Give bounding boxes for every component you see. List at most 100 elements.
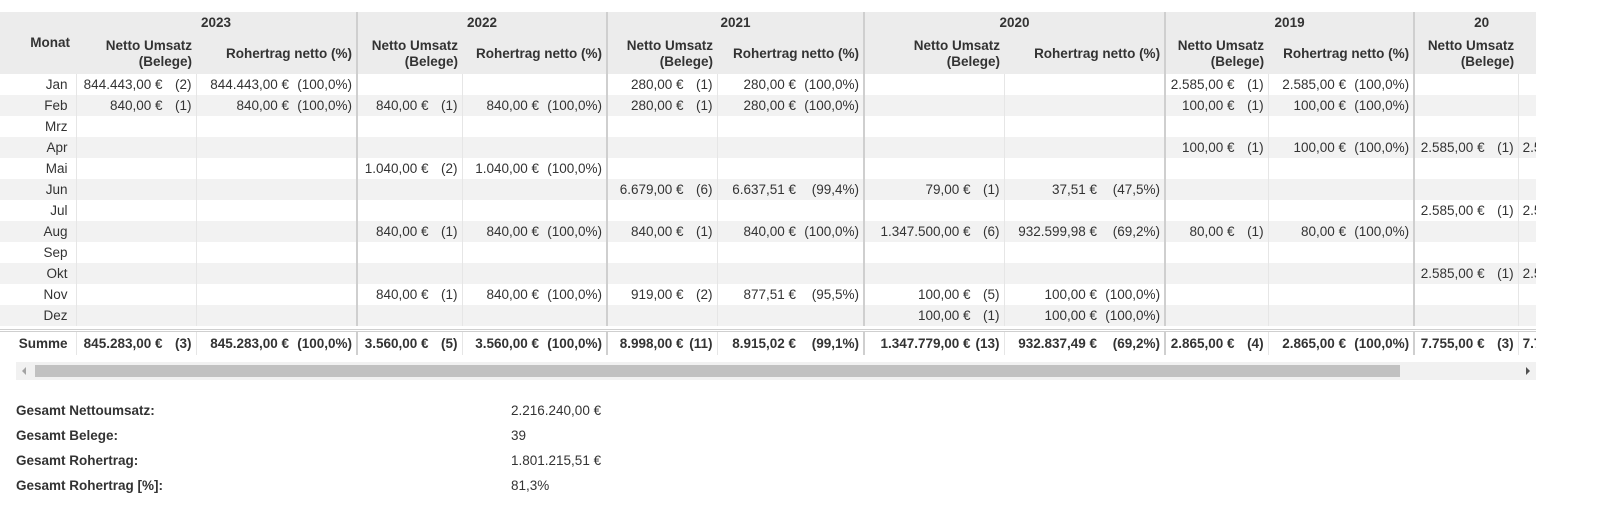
value-cell bbox=[356, 263, 463, 284]
count: (4) bbox=[1247, 336, 1264, 351]
summary-label: Gesamt Rohertrag [%]: bbox=[16, 478, 164, 493]
value-cell bbox=[356, 116, 463, 137]
month-label: Mai bbox=[45, 161, 68, 176]
summary-row: Gesamt Rohertrag [%]: 81,3% bbox=[16, 473, 601, 498]
count: (1) bbox=[1247, 77, 1264, 92]
spacer-cell bbox=[1518, 326, 1536, 331]
scrollbar-thumb[interactable] bbox=[35, 365, 1400, 377]
value-cell: 37,51 € (47,5%) bbox=[1003, 179, 1166, 200]
year-header: 2019 bbox=[1164, 12, 1415, 34]
amount: 280,00 € bbox=[630, 77, 684, 92]
count: (5) bbox=[441, 336, 458, 351]
value-cell: 2.865,00 € (4) bbox=[1164, 329, 1269, 355]
percent: (100,0%) bbox=[1354, 77, 1410, 92]
value-cell: 2.585,00 € (1) bbox=[1413, 200, 1519, 221]
value-cell: 2.585,00 € (1) bbox=[1413, 263, 1519, 284]
summary-label: Gesamt Rohertrag: bbox=[16, 453, 139, 468]
amount: 37,51 € bbox=[1052, 182, 1098, 197]
value-cell: 8.915,02 € (99,1%) bbox=[716, 329, 865, 355]
percent: (100,0%) bbox=[804, 224, 860, 239]
revenue-table: Monat 2023 2022 2021 2020 2019 20 Netto Umsatz … bbox=[0, 12, 1536, 355]
value-cell bbox=[1164, 179, 1269, 200]
value-cell: 100,00 € (1) bbox=[863, 305, 1005, 326]
amount: 6.637,51 € bbox=[732, 182, 797, 197]
amount: 100,00 € bbox=[1044, 287, 1098, 302]
value-cell bbox=[606, 263, 718, 284]
value-cell bbox=[356, 305, 463, 326]
value-cell: 2.5 bbox=[1517, 137, 1536, 158]
value-cell bbox=[1164, 284, 1269, 305]
count: (1) bbox=[983, 308, 1000, 323]
amount: 7.755,00 € bbox=[1420, 336, 1485, 351]
value-cell bbox=[1267, 305, 1415, 326]
percent: (100,0%) bbox=[1354, 98, 1410, 113]
percent: (100,0%) bbox=[547, 287, 603, 302]
spacer-cell bbox=[1268, 326, 1415, 331]
value-cell bbox=[1517, 221, 1536, 242]
amount: 100,00 € bbox=[917, 287, 971, 302]
value-cell bbox=[356, 179, 463, 200]
value-cell bbox=[461, 179, 608, 200]
amount: 840,00 € bbox=[375, 287, 429, 302]
amount: 2.5 bbox=[1522, 266, 1536, 281]
amount: 3.560,00 € bbox=[475, 336, 540, 351]
horizontal-scrollbar[interactable] bbox=[16, 362, 1536, 380]
percent: (95,5%) bbox=[811, 287, 860, 302]
month-label: Jan bbox=[45, 77, 68, 92]
value-cell bbox=[195, 179, 358, 200]
amount: 8.998,00 € bbox=[619, 336, 684, 351]
percent: (100,0%) bbox=[1105, 308, 1161, 323]
value-cell: 100,00 € (1) bbox=[1164, 95, 1269, 116]
value-cell bbox=[1413, 284, 1519, 305]
count: (2) bbox=[696, 287, 713, 302]
count: (1) bbox=[1247, 140, 1264, 155]
percent: (47,5%) bbox=[1112, 182, 1161, 197]
amount: 840,00 € bbox=[486, 287, 540, 302]
value-cell bbox=[1003, 116, 1166, 137]
year-header: 2021 bbox=[606, 12, 865, 34]
value-cell: 8.998,00 € (11) bbox=[606, 329, 718, 355]
spacer-cell bbox=[864, 326, 1005, 331]
count: (1) bbox=[1497, 140, 1514, 155]
count: (2) bbox=[175, 77, 192, 92]
summary-row: Gesamt Rohertrag: 1.801.215,51 € bbox=[16, 448, 601, 473]
amount: 919,00 € bbox=[630, 287, 684, 302]
column-header: Netto Umsatz (Belege) bbox=[606, 34, 718, 74]
percent: (100,0%) bbox=[1105, 287, 1161, 302]
amount: 100,00 € bbox=[1293, 98, 1347, 113]
count: (3) bbox=[1497, 336, 1514, 351]
value-cell: 840,00 € (1) bbox=[356, 284, 463, 305]
amount: 932.599,98 € bbox=[1018, 224, 1098, 239]
month-row: Jun 6.679,00 € (6) 6.637,51 € (99,4%) 79,00 €… bbox=[0, 179, 1536, 200]
value-cell bbox=[1267, 242, 1415, 263]
column-header: Netto Umsatz (Belege) bbox=[356, 34, 463, 74]
month-label: Feb bbox=[0, 95, 76, 116]
value-cell bbox=[863, 158, 1005, 179]
month-label: Mrz bbox=[45, 119, 68, 134]
count: (5) bbox=[983, 287, 1000, 302]
count: (1) bbox=[1497, 203, 1514, 218]
percent: (100,0%) bbox=[1354, 336, 1410, 351]
value-cell bbox=[75, 137, 196, 158]
month-row: Jan 844.443,00 € (2) 844.443,00 € (100,0%) 28… bbox=[0, 74, 1536, 95]
value-cell: 1.040,00 € (100,0%) bbox=[461, 158, 608, 179]
value-cell bbox=[606, 137, 718, 158]
value-cell: 79,00 € (1) bbox=[863, 179, 1005, 200]
amount: 2.585,00 € bbox=[1282, 77, 1347, 92]
value-cell: 840,00 € (1) bbox=[356, 221, 463, 242]
spacer-cell bbox=[1004, 326, 1166, 331]
spacer-cell bbox=[1165, 326, 1269, 331]
value-cell bbox=[716, 242, 865, 263]
value-cell: 6.679,00 € (6) bbox=[606, 179, 718, 200]
scroll-arrows bbox=[22, 367, 1530, 375]
amount: 1.040,00 € bbox=[475, 161, 540, 176]
value-cell: 840,00 € (1) bbox=[606, 221, 718, 242]
value-cell bbox=[863, 200, 1005, 221]
amount: 840,00 € bbox=[375, 224, 429, 239]
value-cell bbox=[716, 158, 865, 179]
month-row: Feb 840,00 € (1) 840,00 € (100,0%) 840,00 € (1… bbox=[0, 95, 1536, 116]
value-cell: 2.5 bbox=[1517, 263, 1536, 284]
month-row: Sep bbox=[0, 242, 1536, 263]
value-cell bbox=[1517, 116, 1536, 137]
value-cell bbox=[75, 305, 196, 326]
